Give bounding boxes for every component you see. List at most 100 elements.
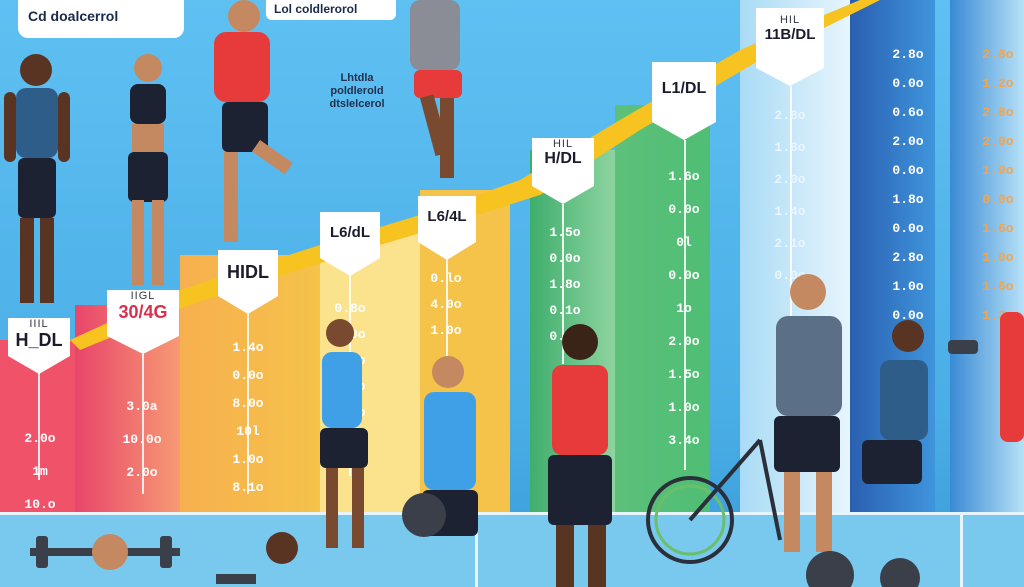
athlete-standing-1 <box>4 54 70 303</box>
top-label-1-text: Cd doalcerrol <box>28 8 119 24</box>
value-3-0: 0.8o <box>334 301 366 316</box>
pennant-3: L6/dL <box>320 212 380 276</box>
floating-text-line-2: poldlerold <box>330 85 384 97</box>
values-2: 1.4o 0.0o 8.0o 10l 1.0o 8.1o <box>218 334 278 502</box>
stem-4 <box>446 260 448 360</box>
pennant-0: IIIL H_DL <box>8 318 70 374</box>
value-9-8: 1.6o <box>982 279 1014 294</box>
stem-5 <box>562 204 564 364</box>
value-2-5: 8.1o <box>232 480 264 495</box>
pennant-0-label: H_DL <box>15 330 63 350</box>
value-9-3: 2.0o <box>982 134 1014 149</box>
value-8-7: 2.8o <box>892 250 924 265</box>
value-8-2: 0.6o <box>892 105 924 120</box>
value-5-0: 1.5o <box>549 225 581 240</box>
values-0: 2.0o 1m 10.o <box>16 422 64 521</box>
pennant-1: IIGL 30/4G <box>107 290 179 354</box>
value-6-2: 0l <box>676 235 692 250</box>
values-6: 1.6o 0.0o 0l 0.0o 1o 2.0o 1.5o 1.0o 3.4o <box>656 160 712 457</box>
athlete-standing-2 <box>128 54 168 285</box>
athlete-dumbbell <box>862 320 978 484</box>
floating-text: Lhtdla poldlerold dtslelcerol <box>322 72 392 111</box>
pennant-3-label: L6/dL <box>330 224 370 241</box>
athlete-blue-tank-2 <box>402 356 478 537</box>
value-7-1: 1.8o <box>774 140 806 155</box>
pennant-4-label: L6/4L <box>427 208 467 225</box>
value-4-0: 0.lo <box>430 271 462 286</box>
pennant-5-small: HIL <box>552 138 574 150</box>
athlete-red-shirt <box>214 0 293 242</box>
value-6-0: 1.6o <box>668 169 700 184</box>
stem-6 <box>684 140 686 470</box>
value-8-8: 1.0o <box>892 279 924 294</box>
athlete-red-tank <box>548 324 612 587</box>
pennant-2-label: HIDL <box>227 262 269 282</box>
floor-divider <box>475 512 478 587</box>
value-4-1: 4.0o <box>430 297 462 312</box>
value-9-5: 0.0o <box>982 192 1014 207</box>
value-8-3: 2.0o <box>892 134 924 149</box>
stem-2 <box>247 314 249 494</box>
value-9-2: 2.8o <box>982 105 1014 120</box>
values-7: 2.8o 1.8o 2.0o 1.4o 2.1o 0.0o <box>760 100 820 292</box>
floor-equipment <box>30 532 920 587</box>
value-9-7: 1.0o <box>982 250 1014 265</box>
pennant-6: L1/DL <box>652 62 716 140</box>
value-1-2: 2.0o <box>126 465 158 480</box>
values-9: 2.8o 1.2o 2.8o 2.0o 1.0o 0.0o 1.6o 1.0o … <box>972 40 1024 330</box>
value-5-2: 1.8o <box>549 277 581 292</box>
value-6-8: 3.4o <box>668 433 700 448</box>
value-2-2: 8.0o <box>232 396 264 411</box>
bar-green-2 <box>615 105 710 515</box>
bicycle <box>646 438 782 564</box>
value-8-0: 2.8o <box>892 47 924 62</box>
value-2-3: 10l <box>236 424 260 439</box>
pennant-6-label: L1/DL <box>661 80 707 97</box>
value-9-1: 1.2o <box>982 76 1014 91</box>
value-5-1: 0.0o <box>549 251 581 266</box>
value-7-3: 1.4o <box>774 204 806 219</box>
value-0-2: 10.o <box>24 497 56 512</box>
value-2-4: 1.0o <box>232 452 264 467</box>
athlete-blue-tank-1 <box>320 319 368 548</box>
value-6-4: 1o <box>676 301 692 316</box>
value-6-7: 1.0o <box>668 400 700 415</box>
value-2-0: 1.4o <box>232 340 264 355</box>
pennant-7: HIL 11B/DL <box>756 8 824 86</box>
value-8-1: 0.0o <box>892 76 924 91</box>
value-7-4: 2.1o <box>774 236 806 251</box>
values-4: 0.lo 4.0o 1.0o <box>414 266 478 344</box>
pennant-7-label: 11B/DL <box>764 26 816 43</box>
stem-1 <box>142 354 144 494</box>
value-8-4: 0.0o <box>892 163 924 178</box>
floor-divider <box>960 512 963 587</box>
pennant-1-small: IIGL <box>130 290 156 302</box>
value-6-6: 1.5o <box>668 367 700 382</box>
value-5-3: 0.1o <box>549 303 581 318</box>
values-8: 2.8o 0.0o 0.6o 2.0o 0.0o 1.8o 0.0o 2.8o … <box>880 40 936 330</box>
value-4-2: 1.0o <box>430 323 462 338</box>
value-1-0: 3.0a <box>126 399 158 414</box>
value-6-1: 0.0o <box>668 202 700 217</box>
stem-0 <box>38 370 40 480</box>
value-9-4: 1.0o <box>982 163 1014 178</box>
value-8-6: 0.0o <box>892 221 924 236</box>
pennant-0-small: IIIL <box>29 318 49 330</box>
value-8-9: 0.0o <box>892 308 924 323</box>
top-label-1: Cd doalcerrol <box>18 0 184 38</box>
pennant-7-small: HIL <box>779 14 801 26</box>
athlete-runner <box>410 0 462 178</box>
value-0-1: 1m <box>32 464 48 479</box>
pennant-4: L6/4L <box>418 196 476 260</box>
value-9-0: 2.8o <box>982 47 1014 62</box>
athlete-edge <box>1000 312 1024 442</box>
pennant-5-label: H/DL <box>544 150 582 167</box>
stem-7 <box>790 86 792 316</box>
top-label-2-text: Lol coldlerorol <box>274 2 358 16</box>
value-1-1: 10.0o <box>122 432 162 447</box>
pennant-2: HIDL <box>218 250 278 314</box>
values-1: 3.0a 10.0o 2.0o <box>112 390 172 489</box>
value-7-0: 2.8o <box>774 108 806 123</box>
floating-text-line-1: Lhtdla <box>340 72 374 84</box>
top-label-2: Lol coldlerorol <box>266 0 396 20</box>
